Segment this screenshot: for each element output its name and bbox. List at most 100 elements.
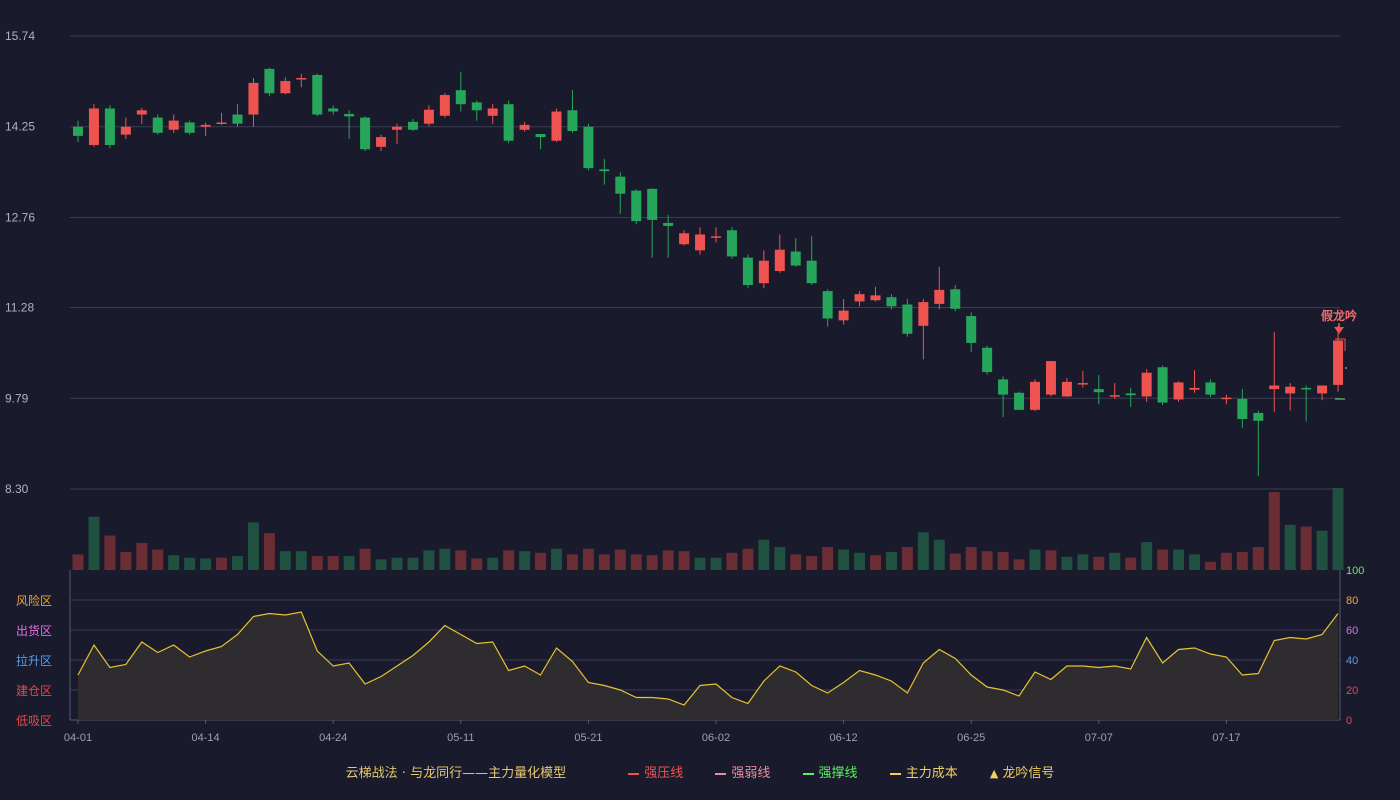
y-tick-label: 15.74 <box>5 29 35 43</box>
volume-bar <box>391 557 403 570</box>
candle-body <box>152 117 163 133</box>
candle-body <box>1077 383 1088 385</box>
osc-tick-label: 100 <box>1346 565 1364 577</box>
volume-bar <box>295 551 307 570</box>
candle-body <box>695 234 706 251</box>
volume-bar <box>343 556 355 570</box>
candle-body <box>248 82 259 115</box>
x-tick-label: 06-25 <box>957 732 985 744</box>
candle-body <box>583 126 594 169</box>
candle-body <box>439 95 450 116</box>
volume-bar <box>838 549 850 570</box>
candle-body <box>631 190 642 222</box>
y-tick-label: 9.79 <box>5 391 29 405</box>
candle-body <box>264 68 275 94</box>
volume-bar <box>311 556 323 570</box>
candle-body <box>1109 395 1120 397</box>
triangle-icon: ▲ <box>989 767 999 780</box>
candle-body <box>455 90 466 105</box>
volume-bar <box>1252 547 1264 570</box>
candle-body <box>392 126 402 130</box>
volume-bar <box>1141 542 1153 570</box>
zone-label: 出货区 <box>16 623 52 638</box>
volume-bar <box>327 556 339 570</box>
volume-bar <box>423 550 435 570</box>
candle-body <box>838 310 849 321</box>
candle-body <box>88 108 99 145</box>
candle-body <box>758 260 769 284</box>
x-tick-label: 07-07 <box>1085 732 1113 744</box>
signal-marker: 假龙吟 <box>1321 308 1357 400</box>
candle-body <box>1285 386 1296 394</box>
osc-line <box>77 611 1339 706</box>
candle-body <box>328 108 339 112</box>
x-tick-label: 04-14 <box>192 732 220 744</box>
volume-bar <box>359 548 371 570</box>
candle-body <box>950 289 961 309</box>
candle-body <box>1093 389 1104 393</box>
legend-title: 云梯战法 · 与龙同行——主力量化模型 <box>345 766 567 781</box>
volume-bar <box>1220 552 1232 570</box>
volume-bar <box>471 558 483 570</box>
volume-bar <box>279 551 291 570</box>
candle-body <box>1221 397 1232 400</box>
zone-label: 建仓区 <box>16 684 52 698</box>
volume-bar <box>184 557 196 570</box>
candle-body <box>1301 387 1312 390</box>
volume-bar <box>216 557 228 570</box>
volume-bar <box>168 555 180 570</box>
candle-body <box>982 347 993 373</box>
date-axis: 04-01 04-14 04-24 05-11 05-21 06-02 06-12 06-25… <box>64 720 1240 744</box>
candle-body <box>120 126 131 135</box>
candle-body <box>1030 381 1040 410</box>
zone-label: 低吸区 <box>16 714 52 728</box>
volume-bar <box>566 554 578 570</box>
candle-body <box>1045 361 1056 395</box>
candle-body <box>344 113 355 117</box>
volume-bar <box>598 554 610 570</box>
volume-bar <box>503 550 515 570</box>
candle-body <box>647 188 658 220</box>
volume-bar <box>694 557 706 570</box>
volume-bar <box>120 551 132 570</box>
volume-bar <box>519 551 531 570</box>
volume-bar <box>774 547 786 570</box>
volume-bar <box>1189 554 1200 570</box>
volume-bar <box>790 554 802 570</box>
candle-body <box>1141 372 1152 397</box>
candle-body <box>790 251 801 266</box>
volume-bar <box>1029 549 1041 570</box>
candle-body <box>854 294 865 302</box>
zone-label: 拉升区 <box>16 653 52 668</box>
volume-bar <box>614 549 626 570</box>
candle-body <box>902 304 913 334</box>
volume-bar <box>758 539 770 570</box>
candle-body <box>1253 412 1264 421</box>
candle-body <box>615 176 626 194</box>
candle-body <box>726 230 737 257</box>
candle-body <box>1173 382 1184 400</box>
candle-body <box>966 316 977 343</box>
volume-bar <box>1109 552 1121 570</box>
candle-body <box>280 81 291 94</box>
y-tick-label: 12.76 <box>5 210 35 224</box>
signal-label: 假龙吟 <box>1321 308 1357 323</box>
candle-body <box>551 111 562 141</box>
volume-bar <box>1077 554 1089 570</box>
candle-body <box>1014 392 1025 410</box>
candle-body <box>423 109 434 124</box>
volume-bar <box>407 557 419 570</box>
volume-bar <box>997 551 1009 570</box>
legend-item-support: 强撑线 <box>802 762 858 781</box>
volume-bar <box>88 516 100 570</box>
osc-tick-label: 0 <box>1346 715 1352 727</box>
candle-body <box>822 291 833 319</box>
volume-bars <box>72 488 1344 570</box>
volume-bar <box>232 556 243 570</box>
volume-bar <box>710 557 722 570</box>
volume-bar <box>582 548 594 570</box>
candle-body <box>376 137 387 147</box>
volume-bar <box>551 548 562 570</box>
volume-bar <box>885 551 897 570</box>
